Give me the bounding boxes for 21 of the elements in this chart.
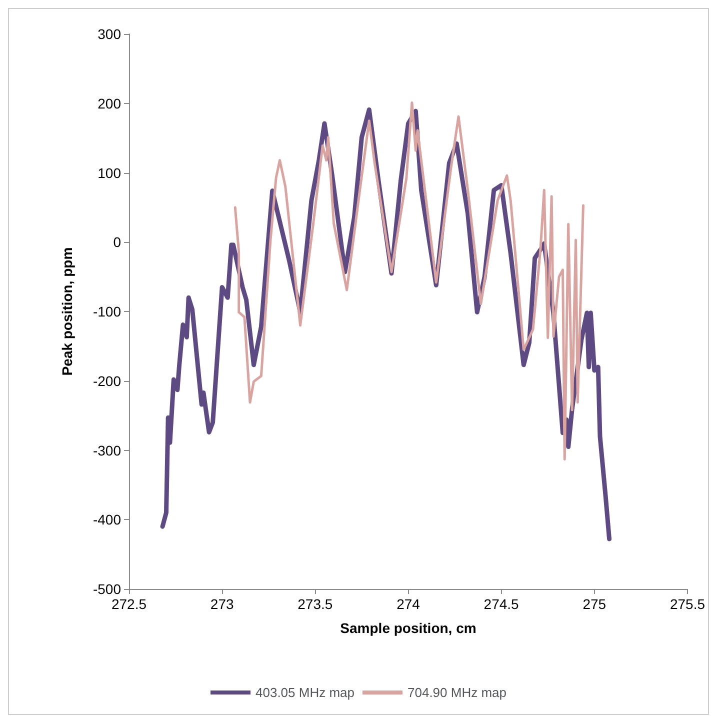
x-axis-title: Sample position, cm bbox=[340, 620, 476, 636]
y-tick-label: -500 bbox=[92, 581, 122, 597]
legend-label: 704.90 MHz map bbox=[408, 685, 506, 700]
x-tick-label: 275.5 bbox=[670, 596, 706, 612]
y-tick-label: -100 bbox=[92, 304, 122, 320]
y-tick-label: 300 bbox=[98, 26, 122, 42]
y-tick-label: -400 bbox=[92, 512, 122, 528]
y-axis-title: Peak position, ppm bbox=[59, 247, 75, 376]
y-tick-label: -200 bbox=[92, 372, 122, 389]
y-tick-label: 200 bbox=[98, 95, 122, 112]
y-tick-label: 100 bbox=[98, 164, 122, 181]
x-tick-label: 272.5 bbox=[111, 596, 147, 612]
x-tick-label: 274.5 bbox=[484, 596, 520, 612]
y-tick-label: 0 bbox=[113, 234, 122, 250]
y-tick-label: -300 bbox=[92, 442, 122, 458]
legend-label: 403.05 MHz map bbox=[256, 685, 355, 700]
x-tick-label: 275 bbox=[582, 596, 606, 612]
x-tick-label: 273 bbox=[210, 596, 234, 612]
x-tick-label: 273.5 bbox=[298, 596, 333, 612]
x-tick-label: 274 bbox=[396, 596, 420, 612]
line-series bbox=[234, 101, 584, 461]
